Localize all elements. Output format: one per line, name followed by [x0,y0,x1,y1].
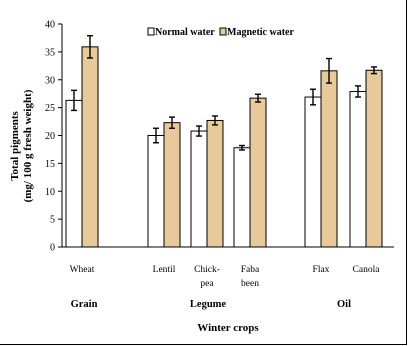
group-label-legume: Legume [190,299,227,310]
category-label-5-line-0: Canola [353,265,381,275]
y-tick-label-35: 35 [45,47,55,58]
group-label-grain: Grain [71,299,98,310]
x-axis-title: Winter crops [197,322,259,334]
y-tick-label-5: 5 [50,215,55,226]
group-label-oil: Oil [337,299,351,310]
bar-normal-water-faba-been [233,147,251,248]
y-tick-label-25: 25 [45,103,55,114]
bars [65,35,383,248]
y-axis-title-line2: (mg/ 100 g fresh weight) [22,89,34,202]
bar-magnetic-water-chick-pea [206,119,224,248]
category-label-3-line-1: been [241,279,259,289]
y-axis-title-line1: Total pigments [9,110,21,180]
category-label-3-line-0: Faba [241,265,260,275]
bar-normal-water-flax [304,96,322,248]
bar-magnetic-water-canola [365,69,383,248]
category-label-1-line-0: Lentil [153,265,176,275]
bar-normal-water-chick-pea [190,130,208,248]
legend-swatch-normal-water [147,27,155,36]
category-labels: Wheat Lentil Chick-pea Faba been Flax Canola [70,265,381,289]
y-tick-label-20: 20 [45,131,55,142]
category-label-0-line-0: Wheat [70,265,95,275]
legend-label-magnetic-water: Magnetic water [227,27,294,38]
bar-magnetic-water-faba-been [249,97,267,248]
bar-normal-water-lentil [147,135,165,248]
legend: Normal water Magnetic water [147,27,294,38]
y-tick-label-40: 40 [45,20,55,31]
legend-swatch-magnetic-water [219,27,227,36]
bar-normal-water-canola [349,90,367,248]
y-axis-ticks: 0 5 10 15 20 25 30 35 40 [45,20,62,254]
category-label-2-line-1: pea [200,279,214,289]
y-tick-label-15: 15 [45,159,55,170]
y-tick-label-0: 0 [50,243,55,254]
bar-normal-water-wheat [65,99,83,248]
y-tick-label-30: 30 [45,75,55,86]
y-tick-label-10: 10 [45,187,55,198]
bar-magnetic-water-lentil [163,122,181,248]
bar-magnetic-water-wheat [81,46,99,248]
category-label-4-line-0: Flax [313,265,330,275]
legend-label-normal-water: Normal water [155,27,215,38]
y-axis-title: Total pigments (mg/ 100 g fresh weight) [9,89,34,202]
group-labels: Grain Legume Oil [71,299,351,310]
bar-magnetic-water-flax [320,70,338,248]
category-label-2-line-0: Chick- [194,265,220,275]
